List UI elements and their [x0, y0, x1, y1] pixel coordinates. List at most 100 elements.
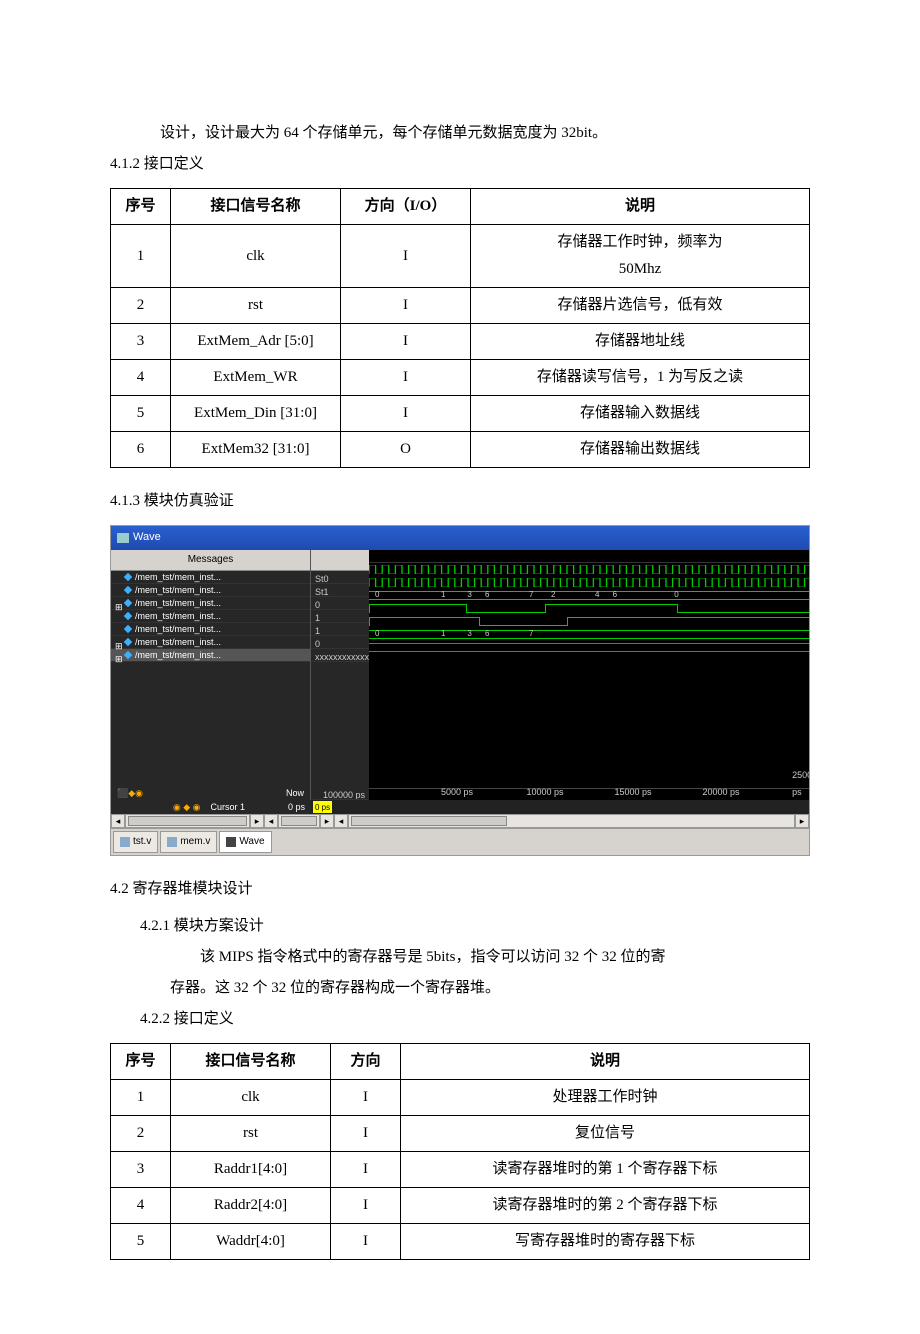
- table-cell: 存储器输出数据线: [471, 432, 810, 468]
- wave-tab[interactable]: mem.v: [160, 831, 217, 853]
- section-4-1-3: 4.1.3 模块仿真验证: [110, 488, 810, 515]
- signal-diamond-icon: [124, 599, 132, 607]
- table-cell: rst: [171, 288, 341, 324]
- bus-segment: 2: [545, 591, 589, 600]
- table-cell: I: [341, 225, 471, 288]
- table-cell: ExtMem_Adr [5:0]: [171, 324, 341, 360]
- table-cell: Waddr[4:0]: [171, 1223, 331, 1259]
- table-row: 6ExtMem32 [31:0]O存储器输出数据线: [111, 432, 810, 468]
- table-cell: clk: [171, 225, 341, 288]
- table-cell: I: [331, 1151, 401, 1187]
- scroll-right-btn-2[interactable]: ▸: [320, 814, 334, 828]
- table-cell: 5: [111, 396, 171, 432]
- table-cell: 读寄存器堆时的第 2 个寄存器下标: [401, 1187, 810, 1223]
- wave-tab[interactable]: Wave: [219, 831, 271, 853]
- wave-bottom: ◉ ◆ ◉ Cursor 1 0 ps 0 ps ◂ ▸ ◂ ▸ ◂ ▸ tst…: [111, 800, 809, 855]
- th-seq: 序号: [111, 1043, 171, 1079]
- wave-icon: [117, 533, 129, 543]
- scroll-left-btn-2[interactable]: ◂: [264, 814, 278, 828]
- signal-name: /mem_tst/mem_inst...: [135, 647, 310, 663]
- expand-icon[interactable]: ⊞: [115, 638, 123, 646]
- table-cell: ExtMem_WR: [171, 360, 341, 396]
- bus-segment: 6: [607, 591, 669, 600]
- table-cell: 写寄存器堆时的寄存器下标: [401, 1223, 810, 1259]
- table-row: 5Waddr[4:0]I写寄存器堆时的寄存器下标: [111, 1223, 810, 1259]
- tab-label: tst.v: [133, 833, 151, 851]
- table-cell: ExtMem_Din [31:0]: [171, 396, 341, 432]
- expand-icon[interactable]: ⊞: [115, 651, 123, 659]
- table-cell: 3: [111, 324, 171, 360]
- wave-trace: [369, 576, 809, 589]
- th-signal: 接口信号名称: [171, 189, 341, 225]
- table-cell: 6: [111, 432, 171, 468]
- table-cell: 读寄存器堆时的第 1 个寄存器下标: [401, 1151, 810, 1187]
- wave-tab[interactable]: tst.v: [113, 831, 158, 853]
- wave-ruler: 5000 ps10000 ps15000 ps20000 ps25000 ps: [369, 788, 809, 800]
- wave-plot-area[interactable]: 01367246001367 5000 ps10000 ps15000 ps20…: [369, 550, 809, 800]
- wave-window: Wave Messages /mem_tst/mem_inst.../mem_t…: [110, 525, 810, 856]
- tab-icon: [120, 837, 130, 847]
- bus-segment: 6: [479, 591, 523, 600]
- table-row: 3ExtMem_Adr [5:0]I存储器地址线: [111, 324, 810, 360]
- table-cell: Raddr2[4:0]: [171, 1187, 331, 1223]
- table-row: 3Raddr1[4:0]I读寄存器堆时的第 1 个寄存器下标: [111, 1151, 810, 1187]
- wave-signal-panel: Messages /mem_tst/mem_inst.../mem_tst/me…: [111, 550, 311, 800]
- signal-diamond-icon: [124, 586, 132, 594]
- wave-trace: [369, 563, 809, 576]
- table-row: 5ExtMem_Din [31:0]I存储器输入数据线: [111, 396, 810, 432]
- scroll-right-btn-1[interactable]: ▸: [250, 814, 264, 828]
- wave-plot-header: [369, 550, 809, 563]
- table-row: 1clkI处理器工作时钟: [111, 1079, 810, 1115]
- wave-signal-row[interactable]: ⊞ /mem_tst/mem_inst...: [111, 649, 310, 662]
- table-cell: 1: [111, 225, 171, 288]
- signal-diamond-icon: [124, 625, 132, 633]
- wave-value-panel: St0St10110xxxxxxxxxxxxxxxxx 100000 ps: [311, 550, 369, 800]
- table-cell: 存储器工作时钟，频率为 50Mhz: [471, 225, 810, 288]
- wave-cursor-row[interactable]: ◉ ◆ ◉ Cursor 1 0 ps 0 ps: [111, 800, 809, 814]
- scroll-track-3[interactable]: [348, 814, 795, 828]
- tab-icon: [226, 837, 236, 847]
- section-4-2-1: 4.2.1 模块方案设计: [140, 913, 810, 940]
- scroll-right-btn-3[interactable]: ▸: [795, 814, 809, 828]
- intro-line: 设计，设计最大为 64 个存储单元，每个存储单元数据宽度为 32bit。: [160, 120, 810, 147]
- tab-label: mem.v: [180, 833, 210, 851]
- th-desc: 说明: [471, 189, 810, 225]
- para-4-2-1a: 该 MIPS 指令格式中的寄存器号是 5bits，指令可以访问 32 个 32 …: [200, 944, 810, 971]
- scroll-track-2[interactable]: [278, 814, 320, 828]
- signal-diamond-icon: [124, 638, 132, 646]
- table-cell: 1: [111, 1079, 171, 1115]
- table-cell: 3: [111, 1151, 171, 1187]
- table-cell: I: [331, 1187, 401, 1223]
- th-desc: 说明: [401, 1043, 810, 1079]
- para-4-2-1b: 存器。这 32 个 32 位的寄存器构成一个寄存器堆。: [170, 975, 810, 1002]
- table-cell: 存储器读写信号，1 为写反之读: [471, 360, 810, 396]
- table-cell: rst: [171, 1115, 331, 1151]
- wave-bottom-tabs: tst.v mem.v Wave: [111, 828, 809, 855]
- scroll-left-btn-3[interactable]: ◂: [334, 814, 348, 828]
- cursor-marker[interactable]: 0 ps: [313, 801, 332, 813]
- th-direction: 方向: [331, 1043, 401, 1079]
- table-cell: O: [341, 432, 471, 468]
- table-header-row: 序号 接口信号名称 方向（I/O） 说明: [111, 189, 810, 225]
- scroll-left-btn-1[interactable]: ◂: [111, 814, 125, 828]
- wave-titlebar[interactable]: Wave: [111, 526, 809, 550]
- wave-messages-bar: Messages: [111, 550, 310, 571]
- interface-table-1: 序号 接口信号名称 方向（I/O） 说明 1clkI存储器工作时钟，频率为 50…: [110, 188, 810, 468]
- cursor-track[interactable]: 0 ps: [311, 800, 809, 814]
- section-4-1-2: 4.1.2 接口定义: [110, 151, 810, 178]
- signal-value: 1: [311, 623, 369, 636]
- wave-value-header: [311, 550, 369, 571]
- table-cell: clk: [171, 1079, 331, 1115]
- ruler-tick-label: 20000 ps: [702, 784, 739, 800]
- table-cell: 存储器地址线: [471, 324, 810, 360]
- bus-segment: 0: [369, 630, 435, 639]
- expand-icon[interactable]: ⊞: [115, 599, 123, 607]
- section-4-2-2: 4.2.2 接口定义: [140, 1006, 810, 1033]
- wave-now-row: ⬛◆◉ Now: [111, 786, 310, 800]
- cursor-value: 0 ps: [253, 799, 311, 815]
- table-cell: ExtMem32 [31:0]: [171, 432, 341, 468]
- th-seq: 序号: [111, 189, 171, 225]
- bus-segment: 0: [668, 591, 809, 600]
- table-cell: 2: [111, 288, 171, 324]
- scroll-track-1[interactable]: [125, 814, 250, 828]
